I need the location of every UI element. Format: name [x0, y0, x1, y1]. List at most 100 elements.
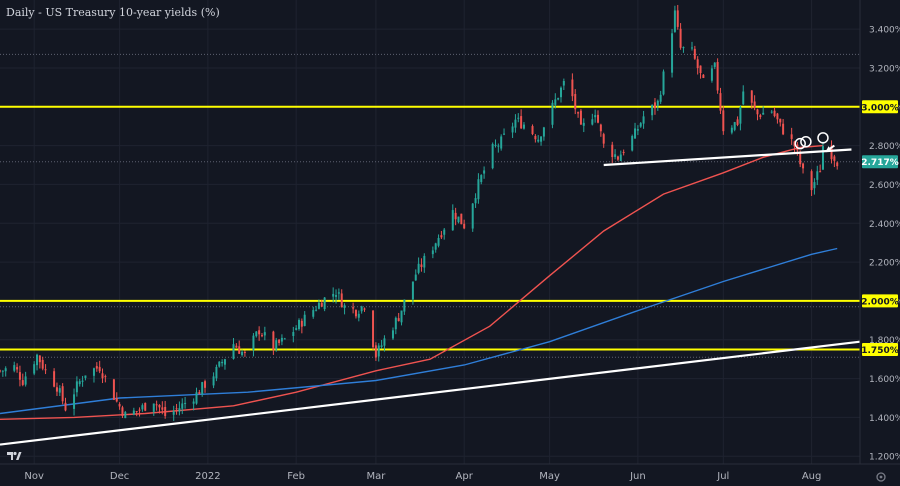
candle-body — [719, 93, 722, 111]
level-price-badge-background — [862, 342, 898, 356]
price-tick-label: 1.800% — [869, 336, 900, 346]
candle-body — [377, 345, 380, 357]
candle-body — [474, 198, 477, 204]
candle-body — [41, 359, 44, 369]
candle-body — [790, 134, 793, 139]
candle-body — [73, 394, 76, 409]
candle-body — [619, 154, 622, 162]
candle-body — [739, 107, 742, 124]
candle-body — [659, 94, 662, 102]
candle-body — [443, 229, 446, 235]
time-tick-label: May — [539, 471, 560, 482]
long-term-trendline — [0, 340, 861, 446]
candle-body — [816, 171, 819, 180]
candle-body — [278, 339, 281, 343]
candle-body — [198, 392, 201, 395]
time-tick-label: 2022 — [195, 471, 220, 482]
candle-body — [431, 250, 434, 255]
time-axis-panel — [0, 464, 900, 486]
candle-body — [554, 99, 557, 105]
candle-body — [255, 331, 258, 337]
candle-body — [400, 310, 403, 323]
candle-body — [58, 388, 61, 393]
chart-title: Daily - US Treasury 10-year yields (%) — [6, 6, 220, 19]
candle-body — [13, 365, 16, 371]
price-badges: 3.000% 2.000% 1.750% 2.717% — [861, 100, 899, 356]
candle-body — [423, 255, 426, 268]
time-tick-label: Aug — [802, 471, 822, 482]
candle-body — [730, 127, 733, 133]
candle-body — [95, 366, 98, 369]
candle-body — [653, 102, 656, 109]
candle-body — [802, 163, 805, 169]
candle-body — [343, 305, 346, 308]
candle-body — [494, 144, 497, 146]
candle-body — [577, 112, 580, 114]
candle-body — [18, 372, 21, 380]
candle-body — [161, 407, 164, 410]
candle-body — [383, 338, 386, 346]
candle-body — [275, 340, 278, 350]
price-tick-label: 1.400% — [869, 414, 900, 424]
candle-body — [460, 213, 463, 225]
candle-body — [411, 281, 414, 300]
candle-body — [292, 332, 295, 337]
candle-body — [733, 122, 736, 130]
candle-body — [16, 367, 19, 370]
candle-body — [696, 59, 699, 69]
candle-body — [315, 309, 318, 311]
candle-body — [750, 90, 753, 103]
candle-body — [380, 345, 383, 348]
candle-body — [397, 318, 400, 322]
candle-body — [477, 179, 480, 200]
level-price-badge-background — [862, 100, 898, 114]
candle-body — [98, 366, 101, 372]
candle-body — [175, 408, 178, 410]
candle-body — [260, 335, 263, 337]
candle-body — [115, 397, 118, 402]
time-tick-label: Jun — [629, 471, 646, 482]
candle-body — [121, 407, 124, 417]
candle-body — [699, 65, 702, 73]
candle-body — [81, 380, 84, 382]
candle-body — [223, 359, 226, 365]
candle-body — [602, 134, 605, 144]
candle-body — [55, 387, 58, 392]
level-price-badge: 3.000% — [861, 103, 899, 113]
chart-settings-gear-icon[interactable] — [876, 472, 886, 482]
candle-body — [272, 331, 275, 351]
candle-body — [300, 320, 303, 327]
candle-body — [574, 94, 577, 110]
candle-body — [463, 223, 466, 229]
candle-body — [451, 210, 454, 231]
annotation-arrow-head-icon — [825, 146, 832, 152]
time-tick-label: Nov — [24, 471, 44, 482]
candle-body — [24, 376, 27, 385]
candle-body — [710, 68, 713, 81]
candle-body — [819, 171, 822, 173]
candle-body — [779, 118, 782, 123]
candle-body — [480, 175, 483, 183]
candle-body — [178, 408, 181, 412]
candle-body — [639, 123, 642, 127]
annotation-circle — [794, 137, 806, 150]
candle-body — [394, 317, 397, 330]
candle-body — [335, 295, 338, 297]
candle-body — [104, 376, 107, 378]
candle-body — [303, 314, 306, 327]
candle-body — [671, 33, 674, 73]
candle-body — [762, 112, 765, 115]
candle-body — [651, 104, 654, 116]
candle-body — [243, 351, 246, 353]
candle-body — [676, 10, 679, 27]
current-price-badge: 2.717% — [861, 158, 899, 168]
level-price-badge: 2.000% — [861, 297, 899, 307]
candle-body — [391, 330, 394, 339]
candle-body — [403, 299, 406, 312]
candle-body — [158, 404, 161, 408]
candle-body — [352, 307, 355, 309]
time-axis[interactable]: Nov Dec 2022 Feb Mar Apr May Jun Jul Aug — [24, 471, 821, 482]
candle-body — [454, 212, 457, 220]
candle-body — [491, 144, 494, 169]
moving-averages — [0, 144, 838, 420]
